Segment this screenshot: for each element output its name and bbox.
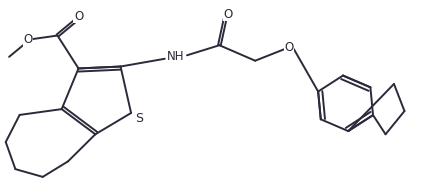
Text: O: O <box>284 41 293 54</box>
Text: O: O <box>74 10 83 23</box>
Text: O: O <box>223 8 233 21</box>
Text: NH: NH <box>167 50 184 63</box>
Text: S: S <box>135 112 143 125</box>
Text: O: O <box>23 33 32 46</box>
